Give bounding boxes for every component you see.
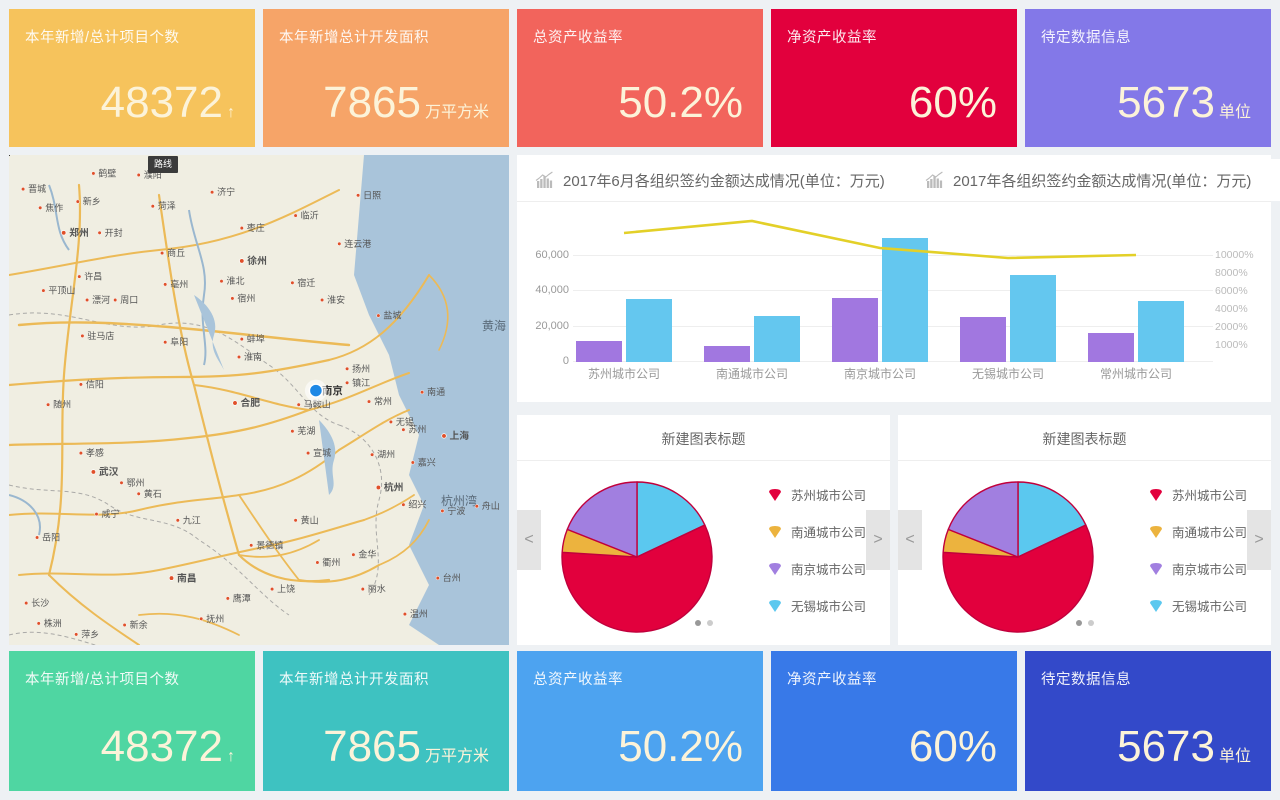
svg-text:鹤壁: 鹤壁 — [98, 167, 116, 178]
svg-text:淮北: 淮北 — [227, 276, 245, 286]
svg-text:焦作: 焦作 — [45, 202, 63, 213]
svg-text:上海: 上海 — [450, 429, 470, 442]
svg-text:绍兴: 绍兴 — [408, 499, 426, 510]
svg-text:苏州: 苏州 — [408, 424, 426, 435]
svg-text:扬州: 扬州 — [352, 363, 370, 374]
svg-text:岳阳: 岳阳 — [42, 532, 60, 543]
svg-text:枣庄: 枣庄 — [247, 222, 265, 233]
svg-text:阜阳: 阜阳 — [170, 336, 188, 347]
svg-text:常州: 常州 — [374, 396, 392, 407]
svg-text:孝感: 孝感 — [86, 447, 104, 458]
svg-text:长沙: 长沙 — [31, 597, 49, 608]
svg-text:衢州: 衢州 — [322, 557, 340, 568]
svg-text:南昌: 南昌 — [177, 571, 197, 584]
svg-text:淮南: 淮南 — [244, 351, 262, 362]
svg-text:抚州: 抚州 — [206, 613, 224, 624]
svg-text:晋城: 晋城 — [28, 184, 46, 194]
svg-text:九江: 九江 — [183, 515, 201, 525]
svg-text:济宁: 济宁 — [217, 186, 235, 197]
svg-text:日照: 日照 — [363, 190, 381, 200]
svg-text:上饶: 上饶 — [277, 583, 295, 594]
svg-text:连云港: 连云港 — [344, 238, 371, 249]
svg-text:湖州: 湖州 — [377, 450, 395, 460]
svg-text:黄石: 黄石 — [144, 488, 162, 499]
svg-text:丽水: 丽水 — [368, 583, 386, 594]
svg-text:金华: 金华 — [358, 549, 376, 560]
svg-text:黄海: 黄海 — [482, 318, 506, 333]
svg-text:新乡: 新乡 — [83, 196, 101, 207]
svg-text:台州: 台州 — [443, 572, 461, 583]
svg-text:周口: 周口 — [120, 295, 138, 305]
svg-text:蚌埠: 蚌埠 — [247, 333, 265, 344]
svg-text:郑州: 郑州 — [69, 226, 89, 239]
svg-text:南通: 南通 — [427, 386, 445, 397]
svg-text:株洲: 株洲 — [44, 617, 62, 628]
svg-text:萍乡: 萍乡 — [81, 629, 99, 639]
svg-text:商丘: 商丘 — [167, 247, 185, 258]
svg-text:盐城: 盐城 — [383, 310, 401, 321]
svg-text:许昌: 许昌 — [84, 271, 102, 282]
svg-text:武汉: 武汉 — [99, 465, 119, 478]
svg-text:临沂: 临沂 — [301, 210, 319, 221]
svg-text:菏泽: 菏泽 — [158, 201, 176, 211]
svg-text:嘉兴: 嘉兴 — [418, 457, 436, 468]
svg-text:亳州: 亳州 — [170, 278, 188, 289]
svg-text:平顶山: 平顶山 — [48, 286, 75, 296]
svg-text:新余: 新余 — [130, 619, 148, 630]
svg-text:漂河: 漂河 — [92, 294, 110, 305]
svg-text:芜湖: 芜湖 — [297, 425, 315, 436]
svg-text:随州: 随州 — [53, 399, 71, 410]
svg-text:宁波: 宁波 — [447, 505, 465, 516]
svg-text:开封: 开封 — [105, 227, 123, 238]
svg-text:镇江: 镇江 — [352, 377, 370, 388]
svg-text:咸宁: 咸宁 — [102, 508, 120, 519]
svg-text:宣城: 宣城 — [313, 447, 331, 458]
svg-text:驻马店: 驻马店 — [87, 330, 114, 341]
svg-text:徐州: 徐州 — [247, 254, 267, 267]
svg-text:合肥: 合肥 — [241, 396, 261, 409]
svg-text:黄山: 黄山 — [301, 514, 319, 525]
svg-text:鹰潭: 鹰潭 — [233, 592, 251, 603]
svg-text:舟山: 舟山 — [482, 500, 500, 511]
svg-text:温州: 温州 — [410, 609, 428, 619]
svg-text:信阳: 信阳 — [86, 378, 104, 389]
svg-text:景德镇: 景德镇 — [256, 539, 283, 550]
svg-text:杭州: 杭州 — [384, 481, 404, 494]
svg-text:鄂州: 鄂州 — [127, 478, 145, 488]
svg-text:宿迁: 宿迁 — [297, 277, 315, 288]
svg-text:宿州: 宿州 — [237, 292, 255, 303]
svg-text:淮安: 淮安 — [327, 294, 345, 305]
